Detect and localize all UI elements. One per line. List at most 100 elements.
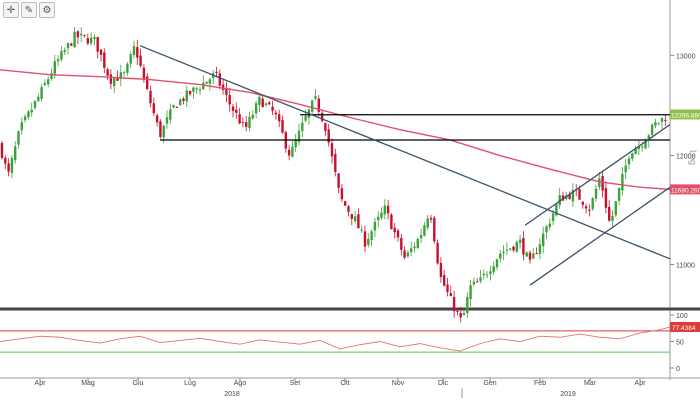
candle-body [350,213,353,219]
candle-body [142,67,146,79]
candlestick-series [0,27,667,323]
candle-body [304,116,307,121]
candle-body [126,63,129,73]
candle-body [205,81,208,84]
candle-body [225,88,228,95]
candle-body [192,87,195,92]
candle-body [502,251,505,254]
candle-body [208,79,212,84]
trendline [139,45,671,260]
y-tick-label: 11000 [676,263,695,270]
candle-body [258,96,261,106]
candle-body [423,225,426,236]
candle-body [591,198,594,209]
crosshair-icon[interactable]: ✛ [3,2,19,18]
candle-body [278,114,281,122]
candle-body [664,119,667,121]
candle-body [393,227,396,233]
candle-body [594,188,598,199]
ma-value-label: 11680.2603 [671,187,700,194]
candle-body [410,248,413,253]
candle-body [419,234,423,239]
candle-body [43,83,47,86]
candle-body [245,122,248,127]
candle-body [14,146,17,161]
candle-body [93,36,96,39]
candle-body [459,312,462,318]
candle-body [10,157,14,173]
candle-body [86,38,89,44]
candle-body [538,244,542,254]
candle-body [641,146,644,148]
rsi-y-tick-label: 50 [676,340,684,347]
candle-body [27,111,30,118]
candle-body [542,233,545,247]
candle-body [535,253,538,255]
candle-body [60,51,63,60]
candle-body [660,117,664,123]
rsi-line [0,326,671,352]
candle-body [449,293,452,297]
trendline [524,124,671,226]
x-tick-label: Set [290,380,301,387]
candle-body [66,43,70,49]
settings-icon[interactable]: ⚙ [39,2,55,18]
x-tick-label: Gen [483,380,496,387]
candle-body [327,129,330,143]
draw-tool-icon[interactable]: ✎ [21,2,37,18]
candle-body [301,122,304,132]
candle-body [4,157,7,164]
candle-body [627,158,631,165]
candle-body [23,116,27,121]
candle-body [396,230,400,238]
candle-body [241,121,245,123]
candle-body [159,121,162,137]
candle-body [113,78,116,87]
candle-body [604,188,608,208]
candle-body [281,120,284,133]
candle-body [637,146,641,150]
candle-body [386,205,390,214]
candle-body [238,114,241,124]
x-tick-label: Feb [534,380,546,387]
candle-body [380,212,383,218]
candle-body [548,223,551,228]
candle-body [0,143,4,158]
candle-body [370,231,373,240]
candle-body [254,103,258,114]
x-tick-label: Mar [584,380,597,387]
candle-body [657,122,660,124]
candle-body [17,131,20,145]
candle-body [99,49,103,55]
candle-body [155,115,159,123]
candle-body [377,216,380,221]
candle-body [149,90,152,104]
candle-body [179,99,182,105]
moving-average-line [0,69,671,191]
candle-body [274,112,278,115]
candle-body [96,36,99,52]
candle-body [37,96,40,101]
candle-body [294,139,297,148]
candle-body [650,124,654,135]
candle-body [119,72,122,80]
candle-body [357,214,360,229]
candle-body [518,239,522,244]
candle-body [261,98,264,108]
candle-body [509,248,512,250]
candle-body [172,104,175,108]
candle-body [340,188,344,200]
x-tick-label: Giu [133,380,144,387]
candle-body [446,284,449,293]
candle-body [320,112,324,121]
candle-body [146,76,149,90]
trendline [529,186,671,286]
candle-body [287,149,291,156]
candle-body [443,275,446,286]
last-price-label: 12396.8808 [671,112,700,119]
candle-body [452,296,456,312]
candle-body [608,206,611,221]
x-tick-label: Ott [340,380,349,387]
candle-body [400,238,403,250]
